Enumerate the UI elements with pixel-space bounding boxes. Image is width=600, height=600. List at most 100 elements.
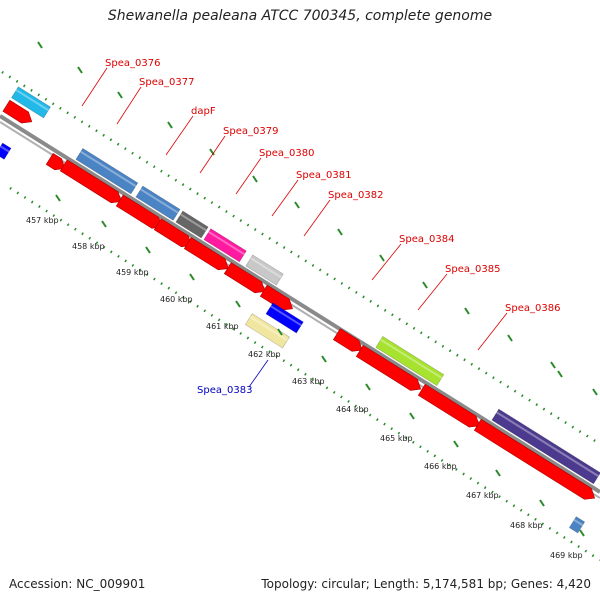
inner-tick-mark bbox=[539, 499, 545, 507]
gene-label-text: Spea_0379 bbox=[223, 126, 278, 137]
gene-label-text: Spea_0377 bbox=[139, 77, 194, 88]
feature-block-red bbox=[473, 418, 596, 500]
inner-tick-mark bbox=[55, 194, 61, 202]
feature-block-cyan bbox=[11, 86, 51, 119]
tick-label: 465 kbp bbox=[380, 434, 413, 443]
feature-block-khaki bbox=[244, 313, 290, 349]
tick-label: 461 kbp bbox=[206, 322, 239, 331]
outer-tick-mark bbox=[294, 201, 300, 209]
inner-dotted-ring bbox=[9, 186, 600, 562]
feature-block-steelblue bbox=[75, 147, 139, 195]
leader-line bbox=[116, 86, 142, 125]
genome-summary: Topology: circular; Length: 5,174,581 bp… bbox=[261, 577, 591, 591]
feature-block-red bbox=[59, 159, 122, 204]
leader-line bbox=[248, 359, 269, 388]
feature-block-red bbox=[223, 262, 266, 294]
inner-tick-mark bbox=[495, 469, 501, 477]
leader-line bbox=[81, 67, 108, 107]
feature-block-red bbox=[417, 383, 480, 428]
gene-label-text: Spea_0382 bbox=[328, 190, 383, 201]
feature-block-magenta bbox=[203, 228, 247, 263]
gene-label-spea_0377[interactable]: Spea_0377 bbox=[116, 77, 194, 125]
outer-tick-mark bbox=[167, 121, 173, 129]
gene-label-text: Spea_0380 bbox=[259, 148, 314, 159]
outer-tick-mark bbox=[592, 388, 598, 396]
leader-line bbox=[271, 179, 299, 217]
feature-block-red bbox=[355, 344, 422, 391]
leader-line bbox=[199, 135, 226, 174]
gene-label-text: Spea_0384 bbox=[399, 234, 454, 245]
gene-label-spea_0386[interactable]: Spea_0386 bbox=[477, 303, 560, 351]
outer-dotted-ring bbox=[1, 70, 600, 446]
gene-label-spea_0376[interactable]: Spea_0376 bbox=[81, 58, 160, 107]
feature-block-purple bbox=[491, 408, 600, 485]
outer-tick-mark bbox=[379, 254, 385, 262]
tick-label: 462 kbp bbox=[248, 350, 281, 359]
inner-tick-mark bbox=[321, 355, 327, 363]
gene-label-spea_0381[interactable]: Spea_0381 bbox=[271, 170, 351, 217]
outer-tick-mark bbox=[337, 228, 343, 236]
outer-tick-mark bbox=[550, 361, 556, 369]
tick-label: 464 kbp bbox=[336, 405, 369, 414]
feature-block-blue bbox=[265, 302, 304, 334]
tick-label: 458 kbp bbox=[72, 242, 105, 251]
feature-block-red bbox=[183, 237, 229, 271]
outer-tick-mark bbox=[422, 281, 428, 289]
leader-line bbox=[235, 157, 262, 195]
inner-tick-mark bbox=[101, 220, 107, 228]
feature-block-red bbox=[2, 99, 33, 124]
tick-label: 466 kbp bbox=[424, 462, 457, 471]
gene-label-text: Spea_0386 bbox=[505, 303, 560, 314]
outer-tick-mark bbox=[507, 334, 513, 342]
inner-tick-mark bbox=[145, 246, 151, 254]
gene-label-text: Spea_0381 bbox=[296, 170, 351, 181]
inner-tick-mark bbox=[277, 328, 283, 336]
gene-label-text: Spea_0383 bbox=[197, 385, 252, 396]
inner-tick-mark bbox=[235, 300, 241, 308]
feature-block-steelblue bbox=[568, 516, 586, 534]
gene-label-text: Spea_0376 bbox=[105, 58, 160, 69]
inner-tick-mark bbox=[189, 273, 195, 281]
feature-block-steelblue bbox=[135, 185, 181, 221]
inner-tick-mark bbox=[365, 383, 371, 391]
outer-tick-mark bbox=[117, 91, 123, 99]
gene-label-spea_0380[interactable]: Spea_0380 bbox=[235, 148, 314, 195]
gene-label-spea_0382[interactable]: Spea_0382 bbox=[303, 190, 383, 237]
outer-tick-mark bbox=[557, 370, 563, 378]
gene-label-spea_0379[interactable]: Spea_0379 bbox=[199, 126, 278, 174]
leader-line bbox=[417, 273, 448, 311]
tick-label: 459 kbp bbox=[116, 268, 149, 277]
gene-label-spea_0384[interactable]: Spea_0384 bbox=[371, 234, 454, 281]
tick-label: 468 kbp bbox=[510, 521, 543, 530]
gene-label-spea_0385[interactable]: Spea_0385 bbox=[417, 264, 500, 311]
outer-tick-mark bbox=[77, 66, 83, 74]
feature-block-red bbox=[332, 328, 363, 352]
outer-tick-mark bbox=[252, 175, 258, 183]
leader-line bbox=[303, 199, 331, 237]
tick-label: 460 kbp bbox=[160, 295, 193, 304]
leader-line bbox=[165, 115, 194, 156]
tick-label: 469 kbp bbox=[550, 551, 583, 560]
feature-block-gray bbox=[175, 210, 209, 239]
tick-label: 463 kbp bbox=[292, 377, 325, 386]
feature-block-lightgray bbox=[245, 254, 284, 286]
feature-block-red bbox=[45, 153, 66, 171]
gene-label-spea_0383[interactable]: Spea_0383 bbox=[197, 359, 269, 396]
gene-label-text: dapF bbox=[191, 106, 216, 117]
gene-label-dapf[interactable]: dapF bbox=[165, 106, 216, 156]
tick-label: 457 kbp bbox=[26, 216, 59, 225]
inner-tick-mark bbox=[453, 440, 459, 448]
leader-line bbox=[371, 243, 402, 281]
leader-line bbox=[477, 312, 508, 351]
inner-tick-mark bbox=[409, 412, 415, 420]
outer-tick-mark bbox=[209, 148, 215, 156]
backbone-outer bbox=[0, 114, 600, 494]
gene-label-text: Spea_0385 bbox=[445, 264, 500, 275]
outer-tick-mark bbox=[37, 41, 43, 49]
tick-label: 467 kbp bbox=[466, 491, 499, 500]
accession-label: Accession: NC_009901 bbox=[9, 577, 146, 591]
map-title: Shewanella pealeana ATCC 700345, complet… bbox=[107, 8, 493, 24]
inner-tick-mark bbox=[579, 529, 585, 537]
outer-tick-mark bbox=[464, 307, 470, 315]
